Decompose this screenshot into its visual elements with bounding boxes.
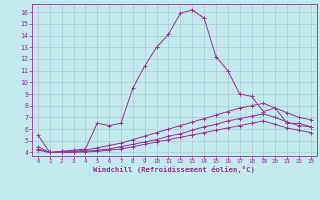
- X-axis label: Windchill (Refroidissement éolien,°C): Windchill (Refroidissement éolien,°C): [93, 166, 255, 173]
